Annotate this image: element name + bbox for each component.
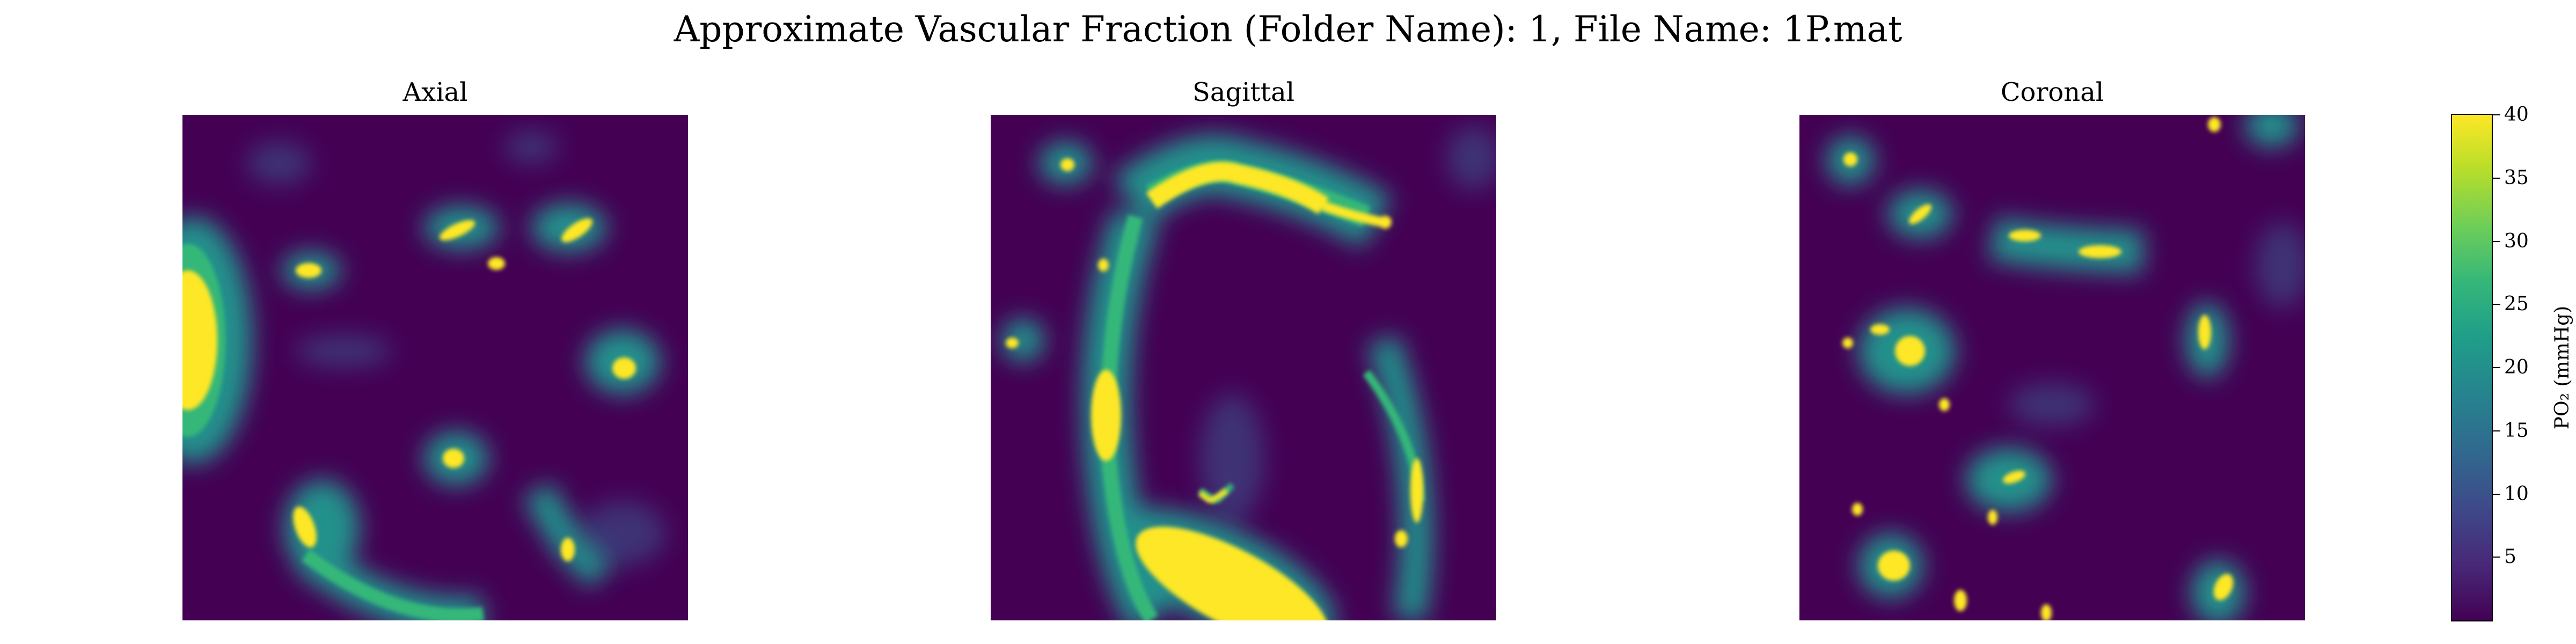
colorbar-tick-label: 30 <box>2504 230 2529 252</box>
colorbar-tick-label: 35 <box>2504 166 2529 189</box>
colorbar <box>2451 114 2493 621</box>
colorbar-tick <box>2493 367 2500 368</box>
colorbar-tick <box>2493 304 2500 305</box>
axial-title: Axial <box>402 77 468 107</box>
colorbar-tick-label: 40 <box>2504 104 2529 126</box>
colorbar-tick-label: 10 <box>2504 482 2529 505</box>
colorbar-tick <box>2493 430 2500 431</box>
coronal-heatmap <box>1799 115 2305 620</box>
coronal-title: Coronal <box>2000 77 2104 107</box>
figure-suptitle: Approximate Vascular Fraction (Folder Na… <box>674 9 1902 50</box>
colorbar-tick <box>2493 240 2500 242</box>
colorbar-label: PO₂ (mmHg) <box>2551 305 2573 430</box>
sagittal-heatmap <box>991 115 1496 620</box>
colorbar-tick <box>2493 557 2500 558</box>
colorbar-tick <box>2493 114 2500 115</box>
colorbar-tick <box>2493 493 2500 495</box>
colorbar-tick <box>2493 177 2500 179</box>
axial-heatmap <box>182 115 688 620</box>
colorbar-tick-label: 25 <box>2504 293 2529 316</box>
colorbar-tick-label: 5 <box>2504 546 2516 568</box>
sagittal-title: Sagittal <box>1192 77 1295 107</box>
colorbar-tick-label: 20 <box>2504 356 2529 378</box>
colorbar-tick-label: 15 <box>2504 419 2529 442</box>
